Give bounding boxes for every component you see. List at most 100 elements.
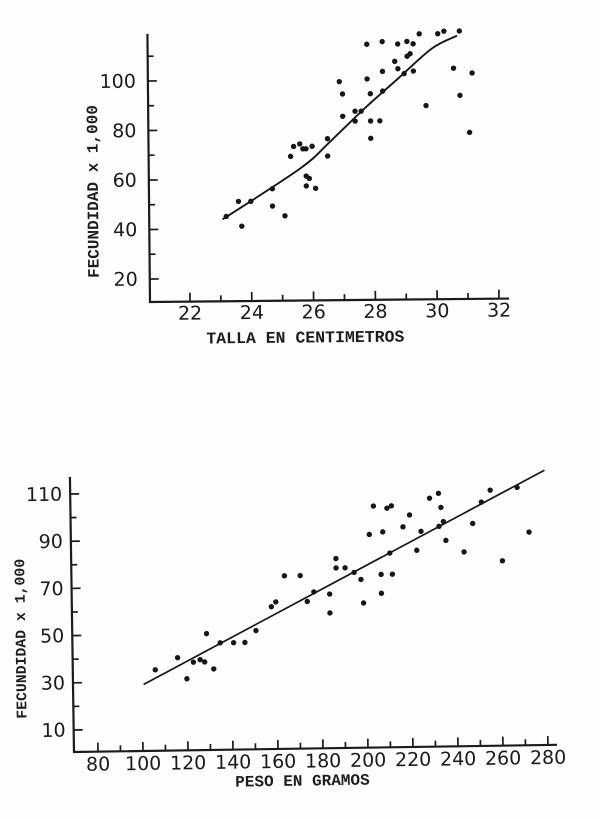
svg-text:32: 32 (487, 300, 511, 322)
svg-text:110: 110 (26, 484, 63, 507)
data-point (311, 589, 317, 595)
data-point (230, 639, 237, 646)
data-point (358, 576, 364, 583)
data-point (184, 676, 190, 682)
data-point (312, 185, 319, 192)
fit-curve (222, 35, 458, 220)
length-fecundity-plot: 22 24 26 28 30 32 20 40 60 80 100 TALLA EN CENTIME… (84, 28, 511, 349)
weight-fecundity-plot: 80 100 120 140 160 180 200 220 240 260 280 10 30 50 70… (13, 469, 567, 792)
data-point (239, 223, 245, 229)
plot-area-bottom: 80 100 120 140 160 180 200 220 240 260 280 10 30 50 70… (26, 469, 567, 776)
data-point (174, 654, 181, 661)
fit-line (143, 469, 545, 685)
data-point (367, 91, 374, 97)
svg-text:180: 180 (305, 750, 342, 773)
data-point (443, 537, 449, 544)
data-point (469, 70, 475, 76)
svg-text:80: 80 (112, 120, 136, 142)
data-point (457, 92, 463, 99)
data-point (526, 529, 532, 535)
data-point (379, 68, 386, 75)
svg-text:200: 200 (350, 749, 387, 772)
data-point (223, 213, 229, 220)
svg-text:20: 20 (113, 269, 137, 291)
data-point (466, 129, 473, 136)
data-point (336, 78, 343, 85)
data-point (378, 571, 384, 578)
data-point (304, 598, 310, 605)
data-point (242, 639, 248, 646)
data-point (410, 41, 416, 47)
data-point (380, 529, 386, 535)
data-point (440, 518, 447, 525)
data-point (478, 499, 485, 505)
data-point (351, 569, 357, 576)
svg-text:24: 24 (240, 302, 264, 324)
data-point (426, 495, 433, 501)
data-point (287, 153, 294, 160)
data-point (324, 135, 331, 142)
svg-text:120: 120 (170, 752, 207, 775)
svg-text:30: 30 (425, 300, 449, 322)
plot-area-top: 22 24 26 28 30 32 20 40 60 80 100 (100, 28, 511, 325)
svg-text:280: 280 (530, 747, 567, 770)
svg-text:40: 40 (113, 219, 137, 241)
svg-text:80: 80 (86, 753, 111, 775)
data-point (326, 591, 333, 597)
data-point (235, 198, 242, 205)
data-point (327, 610, 333, 616)
data-point (152, 667, 158, 673)
svg-text:100: 100 (125, 753, 162, 776)
data-point (269, 186, 276, 192)
data-point (352, 108, 358, 114)
data-point (201, 659, 208, 665)
svg-text:220: 220 (395, 749, 432, 772)
svg-text:10: 10 (41, 720, 66, 742)
svg-text:70: 70 (39, 578, 64, 600)
length-fecundity-chart: 22 24 26 28 30 32 20 40 60 80 100 TALLA EN CENTIME… (84, 28, 511, 349)
data-point (389, 571, 396, 577)
svg-text:50: 50 (40, 625, 65, 647)
data-point (377, 118, 383, 124)
data-point (364, 41, 370, 47)
data-point (217, 640, 223, 646)
data-point (404, 38, 410, 45)
data-point (282, 213, 288, 219)
data-point (269, 203, 276, 209)
data-point (401, 70, 407, 77)
data-point (297, 141, 303, 147)
data-point (203, 630, 210, 637)
data-point (360, 600, 367, 606)
data-point (333, 565, 339, 571)
data-point (418, 528, 424, 535)
data-point (404, 53, 410, 59)
data-point (423, 102, 429, 109)
data-point (456, 28, 463, 34)
data-point (406, 512, 413, 518)
data-point (290, 143, 297, 150)
data-point (197, 656, 203, 663)
data-point (364, 76, 370, 82)
data-point (368, 135, 374, 141)
data-point (499, 558, 506, 564)
svg-text:22: 22 (178, 302, 202, 324)
data-point (342, 565, 348, 571)
data-point (514, 484, 520, 491)
data-point (366, 531, 373, 538)
x-axis-title-talla: TALLA EN CENTIMETROS (206, 328, 404, 349)
data-point (297, 572, 303, 579)
data-point (370, 503, 377, 509)
data-point (384, 505, 390, 511)
svg-text:26: 26 (302, 301, 326, 323)
data-point (435, 30, 441, 37)
data-point (309, 143, 315, 149)
svg-text:260: 260 (485, 747, 522, 770)
data-point (416, 31, 422, 37)
data-point (388, 503, 395, 509)
data-point (303, 183, 310, 189)
svg-text:160: 160 (260, 751, 297, 774)
x-axis-title-peso: PESO EN GRAMOS (235, 772, 370, 792)
y-axis-title-fecundidad-bottom: FECUNDIDAD x 1,000 (13, 559, 31, 719)
svg-text:90: 90 (39, 531, 64, 553)
